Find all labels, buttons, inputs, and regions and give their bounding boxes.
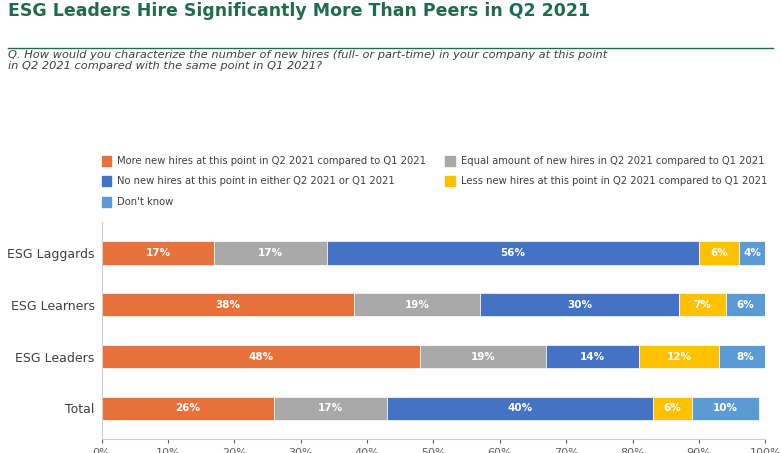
Text: No new hires at this point in either Q2 2021 or Q1 2021: No new hires at this point in either Q2 … <box>117 176 395 186</box>
Bar <box>699 241 739 265</box>
Text: 19%: 19% <box>471 352 496 361</box>
Text: 7%: 7% <box>694 300 711 310</box>
Bar <box>102 293 354 317</box>
Text: 38%: 38% <box>215 300 241 310</box>
Bar <box>102 345 420 368</box>
Bar <box>420 345 547 368</box>
Text: 30%: 30% <box>567 300 592 310</box>
Bar <box>480 293 679 317</box>
Bar <box>679 293 726 317</box>
Text: 17%: 17% <box>259 248 284 258</box>
Bar <box>214 241 327 265</box>
Bar <box>102 397 274 420</box>
Text: Q. How would you characterize the number of new hires (full- or part-time) in yo: Q. How would you characterize the number… <box>8 50 607 72</box>
Text: 4%: 4% <box>744 248 761 258</box>
Text: More new hires at this point in Q2 2021 compared to Q1 2021: More new hires at this point in Q2 2021 … <box>117 156 426 166</box>
Text: 6%: 6% <box>664 403 681 413</box>
Text: 17%: 17% <box>145 248 170 258</box>
Bar <box>639 345 719 368</box>
Text: 6%: 6% <box>736 300 754 310</box>
Text: 14%: 14% <box>580 352 605 361</box>
Text: Don't know: Don't know <box>117 197 173 207</box>
Text: 6%: 6% <box>710 248 728 258</box>
Text: Equal amount of new hires in Q2 2021 compared to Q1 2021: Equal amount of new hires in Q2 2021 com… <box>461 156 765 166</box>
Bar <box>354 293 480 317</box>
Bar <box>739 241 765 265</box>
Text: 19%: 19% <box>405 300 430 310</box>
Bar <box>547 345 639 368</box>
Bar <box>719 345 772 368</box>
Text: 12%: 12% <box>666 352 692 361</box>
Text: 10%: 10% <box>713 403 738 413</box>
Text: 56%: 56% <box>501 248 526 258</box>
Bar <box>274 397 387 420</box>
Text: 48%: 48% <box>248 352 273 361</box>
Text: 40%: 40% <box>507 403 533 413</box>
Bar <box>327 241 699 265</box>
Bar <box>102 241 214 265</box>
Text: 17%: 17% <box>318 403 343 413</box>
Bar <box>726 293 765 317</box>
Text: 8%: 8% <box>736 352 754 361</box>
Text: ESG Leaders Hire Significantly More Than Peers in Q2 2021: ESG Leaders Hire Significantly More Than… <box>8 2 590 20</box>
Text: 26%: 26% <box>175 403 201 413</box>
Bar <box>692 397 758 420</box>
Bar <box>652 397 692 420</box>
Bar <box>387 397 652 420</box>
Text: Less new hires at this point in Q2 2021 compared to Q1 2021: Less new hires at this point in Q2 2021 … <box>461 176 767 186</box>
